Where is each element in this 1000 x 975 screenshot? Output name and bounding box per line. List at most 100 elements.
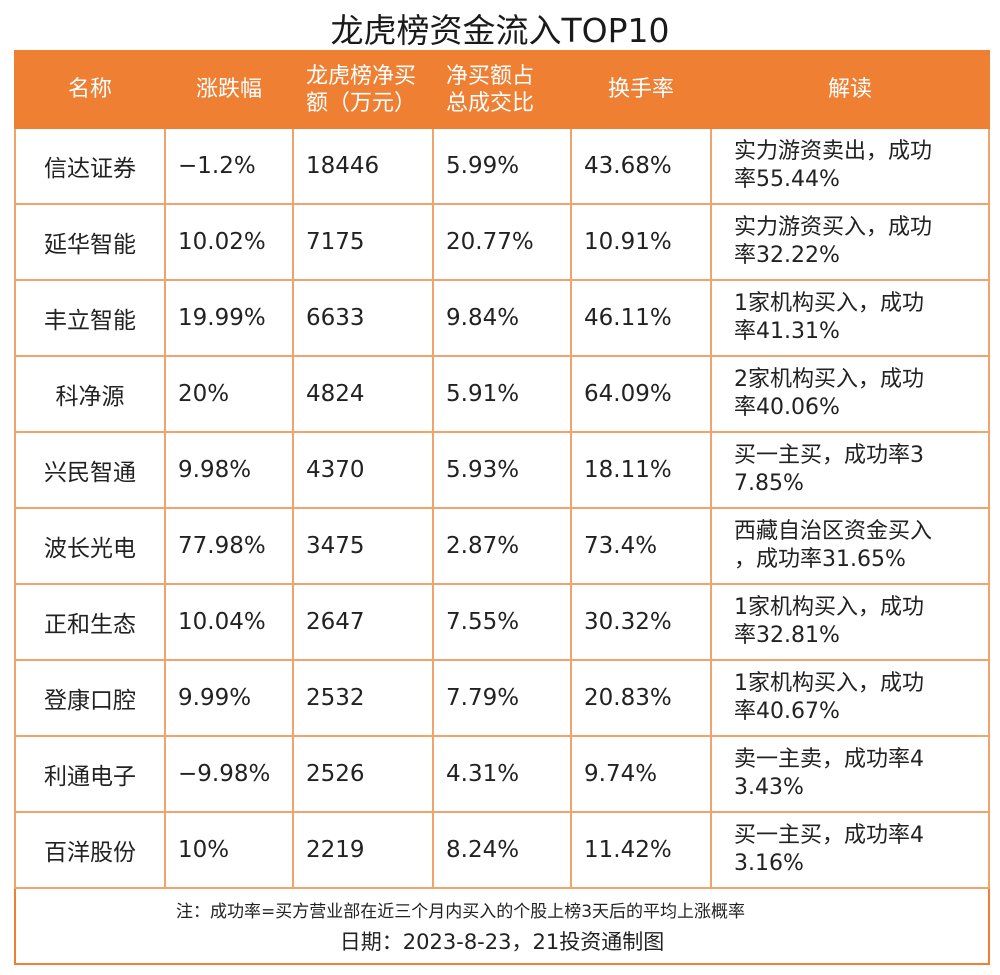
cell-ratio: 5.99% <box>432 127 572 205</box>
cell-ratio: 2.87% <box>432 507 572 585</box>
cell-ratio: 7.79% <box>432 659 572 737</box>
cell-interp: 西藏自治区资金买入 ，成功率31.65% <box>710 507 990 585</box>
cell-turnover: 11.42% <box>570 811 712 889</box>
cell-net-buy: 18446 <box>292 127 434 205</box>
table-row: 信达证券 −1.2% 18446 5.99% 43.68% 实力游资卖出，成功 率55.44… <box>14 127 990 205</box>
interp-line: 1家机构买入，成功 <box>734 595 924 620</box>
interp-line: 2家机构买入，成功 <box>734 367 924 392</box>
interp-line: 实力游资卖出，成功 <box>734 139 933 164</box>
interp-line: 率40.06% <box>734 395 840 420</box>
top10-table: 名称 涨跌幅 龙虎榜净买 额（万元） 净买额占 总成交比 换手率 解读 信达证券 −1… <box>14 50 990 965</box>
cell-name: 延华智能 <box>14 203 166 281</box>
cell-net-buy: 3475 <box>292 507 434 585</box>
footer-row: 注：成功率=买方营业部在近三个月内买入的个股上榜3天后的平均上涨概率 日期：20… <box>14 887 990 965</box>
cell-net-buy: 2526 <box>292 735 434 813</box>
table-row: 利通电子 −9.98% 2526 4.31% 9.74% 卖一主卖，成功率4 3.43% <box>14 735 990 813</box>
cell-change: −9.98% <box>164 735 294 813</box>
header-turnover: 换手率 <box>570 50 712 129</box>
interp-line: ，成功率31.65% <box>734 547 906 572</box>
cell-turnover: 46.11% <box>570 279 712 357</box>
header-name: 名称 <box>14 50 166 129</box>
interp-line: 率40.67% <box>734 699 840 724</box>
cell-ratio: 5.91% <box>432 355 572 433</box>
interp-line: 买一主买，成功率4 <box>734 823 924 848</box>
footer-cell: 注：成功率=买方营业部在近三个月内买入的个股上榜3天后的平均上涨概率 日期：20… <box>14 887 990 965</box>
cell-name: 利通电子 <box>14 735 166 813</box>
table-row: 丰立智能 19.99% 6633 9.84% 46.11% 1家机构买入，成功 率41.31… <box>14 279 990 357</box>
cell-net-buy: 6633 <box>292 279 434 357</box>
interp-line: 率32.81% <box>734 623 840 648</box>
interp-line: 买一主买，成功率3 <box>734 443 924 468</box>
header-ratio-line1: 净买额占 <box>446 63 535 89</box>
cell-ratio: 8.24% <box>432 811 572 889</box>
table-row: 百洋股份 10% 2219 8.24% 11.42% 买一主买，成功率4 3.16% <box>14 811 990 889</box>
interp-line: 实力游资买入，成功 <box>734 215 933 240</box>
cell-net-buy: 4824 <box>292 355 434 433</box>
cell-change: 19.99% <box>164 279 294 357</box>
footer-date: 日期：2023-8-23，21投资通制图 <box>339 929 665 954</box>
interp-line: 率41.31% <box>734 319 840 344</box>
cell-name: 百洋股份 <box>14 811 166 889</box>
cell-name: 正和生态 <box>14 583 166 661</box>
cell-interp: 买一主买，成功率3 7.85% <box>710 431 990 509</box>
cell-interp: 实力游资卖出，成功 率55.44% <box>710 127 990 205</box>
header-ratio: 净买额占 总成交比 <box>432 50 572 129</box>
cell-name: 科净源 <box>14 355 166 433</box>
header-net-buy-line1: 龙虎榜净买 <box>306 63 417 89</box>
cell-change: −1.2% <box>164 127 294 205</box>
cell-net-buy: 7175 <box>292 203 434 281</box>
interp-line: 3.16% <box>734 851 804 876</box>
cell-turnover: 18.11% <box>570 431 712 509</box>
header-change: 涨跌幅 <box>164 50 294 129</box>
cell-change: 20% <box>164 355 294 433</box>
cell-ratio: 20.77% <box>432 203 572 281</box>
cell-change: 9.99% <box>164 659 294 737</box>
interp-line: 7.85% <box>734 471 804 496</box>
header-net-buy-line2: 额（万元） <box>306 90 417 116</box>
cell-ratio: 4.31% <box>432 735 572 813</box>
cell-turnover: 20.83% <box>570 659 712 737</box>
cell-interp: 买一主买，成功率4 3.16% <box>710 811 990 889</box>
interp-line: 卖一主卖，成功率4 <box>734 747 924 772</box>
cell-interp: 1家机构买入，成功 率40.67% <box>710 659 990 737</box>
interp-line: 1家机构买入，成功 <box>734 671 924 696</box>
cell-change: 10% <box>164 811 294 889</box>
cell-ratio: 7.55% <box>432 583 572 661</box>
cell-turnover: 73.4% <box>570 507 712 585</box>
cell-name: 波长光电 <box>14 507 166 585</box>
cell-net-buy: 2647 <box>292 583 434 661</box>
cell-net-buy: 2219 <box>292 811 434 889</box>
cell-net-buy: 4370 <box>292 431 434 509</box>
cell-change: 10.04% <box>164 583 294 661</box>
cell-ratio: 9.84% <box>432 279 572 357</box>
footer-note: 注：成功率=买方营业部在近三个月内买入的个股上榜3天后的平均上涨概率 <box>176 901 746 922</box>
cell-change: 9.98% <box>164 431 294 509</box>
interp-line: 1家机构买入，成功 <box>734 291 924 316</box>
cell-turnover: 43.68% <box>570 127 712 205</box>
cell-name: 兴民智通 <box>14 431 166 509</box>
table-row: 登康口腔 9.99% 2532 7.79% 20.83% 1家机构买入，成功 率40.67% <box>14 659 990 737</box>
cell-interp: 卖一主卖，成功率4 3.43% <box>710 735 990 813</box>
interp-line: 率55.44% <box>734 167 840 192</box>
table-row: 兴民智通 9.98% 4370 5.93% 18.11% 买一主买，成功率3 7.85% <box>14 431 990 509</box>
cell-name: 登康口腔 <box>14 659 166 737</box>
cell-net-buy: 2532 <box>292 659 434 737</box>
header-net-buy: 龙虎榜净买 额（万元） <box>292 50 434 129</box>
interp-line: 3.43% <box>734 775 804 800</box>
cell-turnover: 9.74% <box>570 735 712 813</box>
interp-line: 西藏自治区资金买入 <box>734 519 933 544</box>
table-row: 延华智能 10.02% 7175 20.77% 10.91% 实力游资买入，成功 率32.2… <box>14 203 990 281</box>
cell-interp: 2家机构买入，成功 率40.06% <box>710 355 990 433</box>
cell-interp: 1家机构买入，成功 率41.31% <box>710 279 990 357</box>
cell-change: 77.98% <box>164 507 294 585</box>
cell-name: 信达证券 <box>14 127 166 205</box>
cell-turnover: 64.09% <box>570 355 712 433</box>
cell-name: 丰立智能 <box>14 279 166 357</box>
table-row: 正和生态 10.04% 2647 7.55% 30.32% 1家机构买入，成功 率32.81… <box>14 583 990 661</box>
cell-change: 10.02% <box>164 203 294 281</box>
cell-interp: 实力游资买入，成功 率32.22% <box>710 203 990 281</box>
table-row: 波长光电 77.98% 3475 2.87% 73.4% 西藏自治区资金买入 ，成功率31.… <box>14 507 990 585</box>
cell-ratio: 5.93% <box>432 431 572 509</box>
interp-line: 率32.22% <box>734 243 840 268</box>
header-interp: 解读 <box>710 50 990 129</box>
